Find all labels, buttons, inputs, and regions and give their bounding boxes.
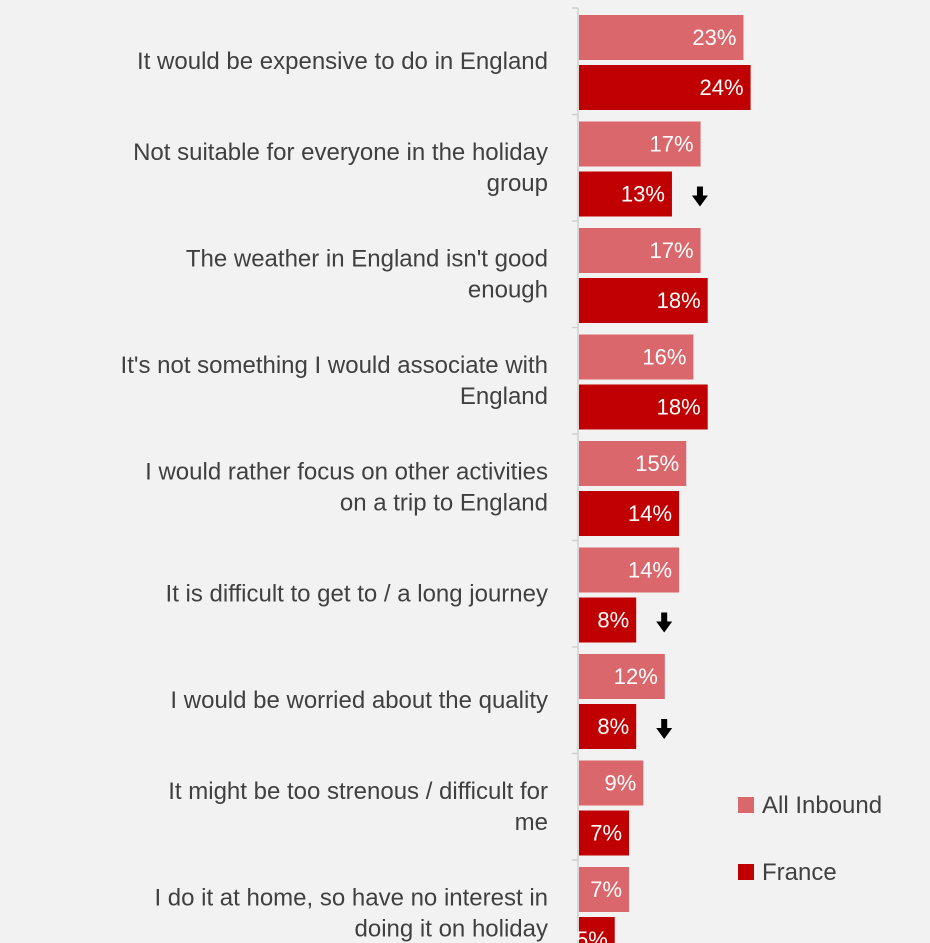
bar-france xyxy=(579,278,708,323)
data-label: 8% xyxy=(597,714,629,739)
data-label: 18% xyxy=(657,288,701,313)
data-label: 17% xyxy=(650,238,694,263)
bar-all-inbound xyxy=(579,547,680,593)
data-label: 23% xyxy=(692,25,736,50)
bar-all-inbound xyxy=(579,228,701,273)
category-label-line: It would be expensive to do in England xyxy=(137,48,548,75)
category-label: The weather in England isn't good enough xyxy=(186,246,548,304)
data-label: 9% xyxy=(605,771,637,796)
category-label-line: It's not something I would associate wit… xyxy=(121,352,548,379)
category-label-line: Not suitable for everyone in the holiday xyxy=(133,139,548,166)
bar-france xyxy=(579,704,637,749)
bar-all-inbound xyxy=(579,654,665,699)
category-label: I do it at home, so have no interest in d… xyxy=(154,885,548,943)
category-label-line: group xyxy=(487,170,548,197)
data-label: 8% xyxy=(597,608,629,633)
legend-label-france: France xyxy=(762,859,837,886)
bar-france xyxy=(579,597,637,643)
down-arrow-icon xyxy=(691,186,708,207)
data-label: 7% xyxy=(590,877,622,902)
axis-layer xyxy=(572,7,579,943)
bar-all-inbound xyxy=(579,121,701,167)
bar-all-inbound xyxy=(579,760,644,806)
category-label: It would be expensive to do in England xyxy=(137,48,548,75)
category-label: It is difficult to get to / a long journ… xyxy=(166,581,548,608)
category-label-line: enough xyxy=(468,277,548,304)
data-label: 14% xyxy=(628,501,672,526)
bar-france xyxy=(579,384,708,430)
bars-layer xyxy=(579,15,751,943)
data-label: 7% xyxy=(590,821,622,846)
data-label: 16% xyxy=(642,345,686,370)
category-label: It might be too strenous / difficult for… xyxy=(168,778,548,836)
category-label-line: England xyxy=(460,383,548,410)
bar-france xyxy=(579,171,672,217)
data-label: 15% xyxy=(635,451,679,476)
legend: All Inbound France xyxy=(738,792,882,886)
legend-item-all-inbound: All Inbound xyxy=(738,792,882,819)
category-label-line: I do it at home, so have no interest in xyxy=(154,885,548,912)
category-label-line: It might be too strenous / difficult for xyxy=(168,778,548,805)
category-label: Not suitable for everyone in the holiday… xyxy=(133,139,548,197)
bar-all-inbound xyxy=(579,867,630,912)
category-label-line: I would be worried about the quality xyxy=(170,687,548,714)
legend-swatch-all-inbound xyxy=(738,797,754,813)
bar-all-inbound xyxy=(579,15,744,60)
data-label: 12% xyxy=(614,664,658,689)
category-label-line: I would rather focus on other activities xyxy=(145,459,548,486)
bar-france xyxy=(579,917,615,943)
data-label: 5% xyxy=(576,927,608,943)
legend-item-france: France xyxy=(738,859,837,886)
category-label-line: The weather in England isn't good xyxy=(186,246,548,273)
data-label: 17% xyxy=(650,132,694,157)
category-label-line: me xyxy=(515,809,548,836)
data-label: 14% xyxy=(628,558,672,583)
labels-layer: It would be expensive to do in England 23… xyxy=(121,25,744,943)
category-label: It's not something I would associate wit… xyxy=(121,352,548,410)
category-label-line: doing it on holiday xyxy=(355,916,548,943)
data-label: 18% xyxy=(657,395,701,420)
category-label-line: on a trip to England xyxy=(340,490,548,517)
legend-label-all-inbound: All Inbound xyxy=(762,792,882,819)
data-label: 13% xyxy=(621,182,665,207)
bar-france xyxy=(579,65,751,110)
category-label-line: It is difficult to get to / a long journ… xyxy=(166,581,548,608)
data-label: 24% xyxy=(700,75,744,100)
down-arrow-icon xyxy=(656,612,673,633)
down-arrow-icon xyxy=(656,719,673,739)
legend-swatch-france xyxy=(738,864,754,880)
bar-all-inbound xyxy=(579,334,694,380)
bar-all-inbound xyxy=(579,441,687,486)
category-label: I would be worried about the quality xyxy=(170,687,548,714)
bar-france xyxy=(579,810,630,856)
category-label: I would rather focus on other activities… xyxy=(145,459,548,517)
bar-france xyxy=(579,491,680,536)
